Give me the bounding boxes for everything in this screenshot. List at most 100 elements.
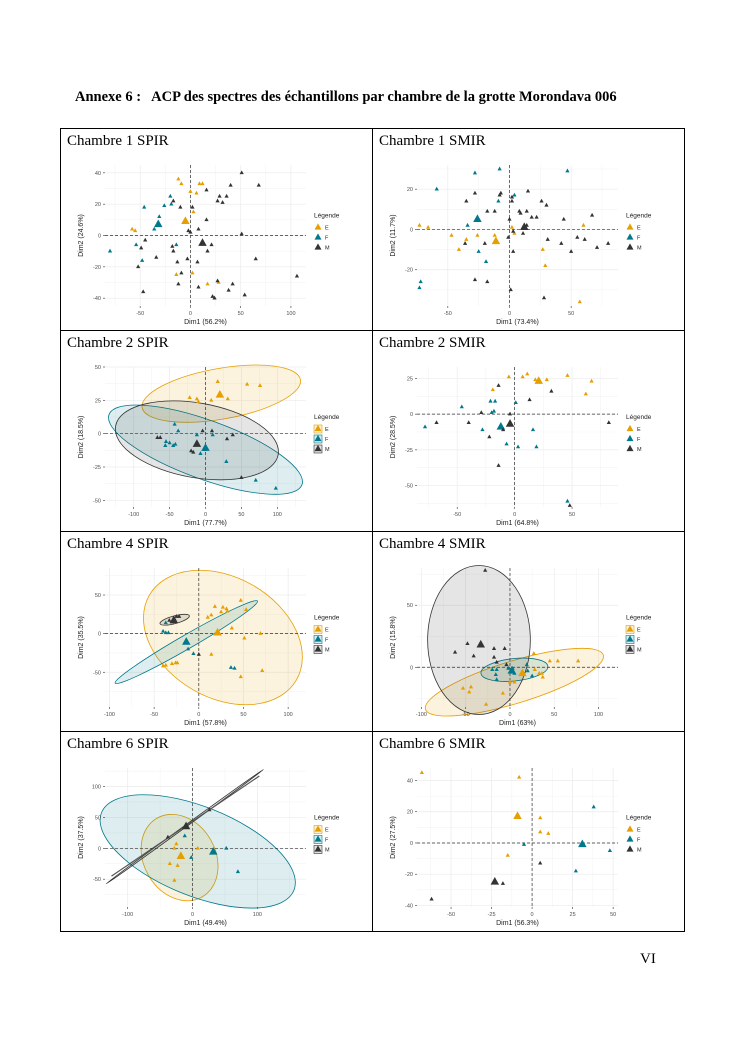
legend-label: M	[637, 447, 642, 453]
data-point	[175, 863, 180, 867]
x-tick-label: -100	[416, 712, 427, 718]
data-point	[465, 222, 470, 227]
centroid-point	[496, 421, 506, 430]
data-point	[512, 679, 517, 684]
data-point	[185, 256, 190, 261]
x-tick-label: 50	[238, 512, 244, 518]
data-point	[561, 216, 566, 221]
y-axis-title: Dim2 (11.7%)	[390, 214, 397, 256]
figure-grid: Chambre 1 SPIR -50 0 50 100 -40 -20 0 20 40 Dim1 …	[60, 128, 685, 932]
data-point	[492, 233, 497, 237]
data-point	[472, 277, 478, 282]
data-point	[165, 834, 170, 839]
legend: Légende EFM	[626, 815, 652, 854]
data-point	[434, 186, 439, 191]
data-point	[215, 278, 220, 283]
y-axis-title: Dim2 (37.5%)	[78, 816, 85, 859]
data-point	[540, 674, 545, 679]
data-point	[607, 848, 612, 853]
data-point	[488, 398, 493, 403]
x-axis-title: Dim1 (77.7%)	[184, 520, 227, 527]
data-point	[197, 181, 202, 186]
data-point	[512, 192, 517, 197]
data-point	[573, 868, 578, 873]
x-tick-label: 50	[238, 311, 244, 317]
data-point	[212, 295, 217, 300]
legend-key-F	[314, 635, 322, 642]
data-point	[162, 203, 167, 208]
legend-label: M	[637, 848, 642, 854]
data-point	[525, 371, 530, 376]
data-point	[215, 379, 220, 383]
legend-label: M	[637, 246, 642, 252]
data-point	[155, 435, 160, 439]
grid-divider-vertical	[372, 129, 373, 931]
x-tick-label: 100	[594, 712, 603, 718]
data-point	[188, 189, 193, 193]
legend-label: M	[325, 648, 330, 654]
data-point	[479, 410, 484, 414]
data-point	[530, 673, 535, 678]
data-point	[538, 829, 543, 834]
data-point	[507, 411, 513, 416]
panel-title: Chambre 2 SPIR	[67, 335, 169, 351]
data-point	[520, 230, 526, 235]
panel-chambre-1-spir: Chambre 1 SPIR -50 0 50 100 -40 -20 0 20 40 Dim1 …	[61, 129, 372, 330]
x-tick-label: 50	[569, 512, 575, 518]
legend-key-M	[626, 243, 634, 250]
data-point	[515, 444, 521, 449]
legend: Légende EFM	[313, 815, 340, 854]
panel-chambre-6-spir: Chambre 6 SPIR -100 0 100 -50 0 50 100 Dim1 (49…	[61, 732, 372, 931]
data-point	[565, 373, 570, 377]
centroid-point	[578, 839, 587, 848]
centroid-point	[518, 668, 527, 677]
x-tick-label: 100	[273, 512, 282, 518]
data-point	[154, 254, 159, 259]
scatter-plot-chambre-4-smir: -100 -50 0 50 100 0 50 Dim1 (63%) Dim2 (15.8%) Lé…	[390, 565, 652, 727]
data-point	[174, 841, 179, 846]
y-tick-label: 100	[92, 785, 101, 791]
centroid-point	[192, 439, 202, 447]
legend-label: F	[637, 838, 641, 844]
legend-label: F	[637, 437, 641, 443]
centroid-point	[507, 665, 516, 674]
legend-title: Légende	[314, 615, 340, 622]
x-tick-label: -50	[462, 712, 470, 718]
data-point	[160, 628, 166, 633]
x-tick-label: 100	[284, 712, 293, 718]
data-point	[209, 651, 214, 656]
scatter-plot-chambre-6-spir: -100 0 100 -50 0 50 100 Dim1 (49.4%) Dim2 (37.5%…	[78, 768, 340, 927]
x-tick-label: 0	[189, 311, 192, 317]
data-point	[464, 198, 469, 203]
data-point	[205, 614, 210, 619]
data-point	[476, 249, 481, 253]
data-point	[141, 289, 146, 294]
series-M	[429, 860, 543, 901]
gridlines	[417, 768, 618, 907]
data-point	[239, 475, 244, 479]
series-E	[160, 597, 265, 679]
x-axis-title: Dim1 (73.4%)	[496, 319, 539, 326]
data-point	[480, 427, 485, 432]
legend: Légende EFM	[313, 414, 340, 454]
data-point	[606, 420, 611, 424]
gridlines	[417, 165, 618, 306]
data-point	[215, 198, 220, 203]
x-tick-label: 0	[197, 712, 200, 718]
data-point	[205, 248, 210, 253]
legend-key-E	[314, 825, 322, 832]
panel-title: Chambre 6 SPIR	[67, 736, 169, 752]
x-tick-label: 25	[570, 912, 576, 918]
data-point	[527, 397, 532, 402]
data-point	[533, 377, 538, 382]
data-point	[490, 387, 495, 392]
series-M	[462, 188, 611, 300]
data-point	[191, 651, 196, 656]
y-tick-label: 0	[410, 412, 413, 418]
data-point	[496, 463, 501, 467]
x-tick-label: 100	[286, 311, 295, 317]
scatter-plot-chambre-1-spir: -50 0 50 100 -40 -20 0 20 40 Dim1 (56.2%) Dim2 (24…	[78, 165, 340, 326]
legend-key-E	[626, 825, 634, 832]
data-point	[565, 168, 570, 173]
data-point	[220, 604, 226, 609]
